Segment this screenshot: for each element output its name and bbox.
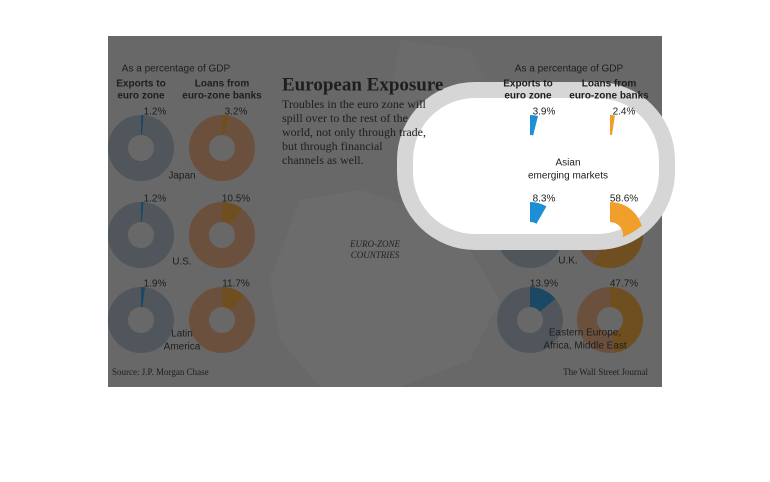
donut-slice xyxy=(610,115,615,136)
region-label: America xyxy=(164,342,201,353)
region-label: Asian xyxy=(555,158,580,169)
value-label: 10.5% xyxy=(222,194,250,205)
value-label: 1.9% xyxy=(144,279,167,290)
gdp-note: As a percentage of GDP xyxy=(515,64,624,75)
legend-exports: Exports to xyxy=(503,79,552,90)
description: channels as well. xyxy=(282,153,364,167)
legend-loans: Loans from xyxy=(582,79,637,90)
map-label: EURO-ZONE xyxy=(349,239,400,249)
highlight-layer xyxy=(530,115,643,242)
value-label: 8.3% xyxy=(533,194,556,205)
value-label: 2.4% xyxy=(613,107,636,118)
description: Troubles in the euro zone will xyxy=(282,97,427,111)
source: Source: J.P. Morgan Chase xyxy=(112,367,209,377)
region-label: emerging markets xyxy=(528,171,608,182)
region-label: U.S. xyxy=(172,257,191,268)
credit: The Wall Street Journal xyxy=(563,367,648,377)
map-label: COUNTRIES xyxy=(351,250,400,260)
title: European Exposure xyxy=(282,74,443,95)
legend-exports: Exports to xyxy=(116,79,165,90)
legend-loans: euro-zone banks xyxy=(569,91,649,102)
value-label: 3.9% xyxy=(533,107,556,118)
gdp-note: As a percentage of GDP xyxy=(122,64,231,75)
description: but through financial xyxy=(282,139,383,153)
region-label: Japan xyxy=(168,171,195,182)
region-label: Eastern Europe, xyxy=(549,328,621,339)
description: spill over to the rest of the xyxy=(282,111,408,125)
region-label: Latin xyxy=(171,329,193,340)
legend-exports: euro zone xyxy=(117,91,165,102)
region-label: U.K. xyxy=(558,256,577,267)
value-label: 47.7% xyxy=(610,279,638,290)
region-label: Africa, Middle East xyxy=(543,341,627,352)
donut-slice xyxy=(593,202,643,242)
legend-loans: euro-zone banks xyxy=(182,91,262,102)
value-label: 1.2% xyxy=(144,194,167,205)
donut-slice xyxy=(530,115,539,136)
highlight xyxy=(397,82,675,250)
value-label: 13.9% xyxy=(530,279,558,290)
value-label: 3.2% xyxy=(225,107,248,118)
value-label: 1.2% xyxy=(144,107,167,118)
value-label: 58.6% xyxy=(610,194,638,205)
description: world, not only through trade, xyxy=(282,125,426,139)
value-label: 11.7% xyxy=(222,279,250,290)
donut-slice xyxy=(530,202,547,224)
legend-loans: Loans from xyxy=(195,79,250,90)
legend-exports: euro zone xyxy=(504,91,552,102)
